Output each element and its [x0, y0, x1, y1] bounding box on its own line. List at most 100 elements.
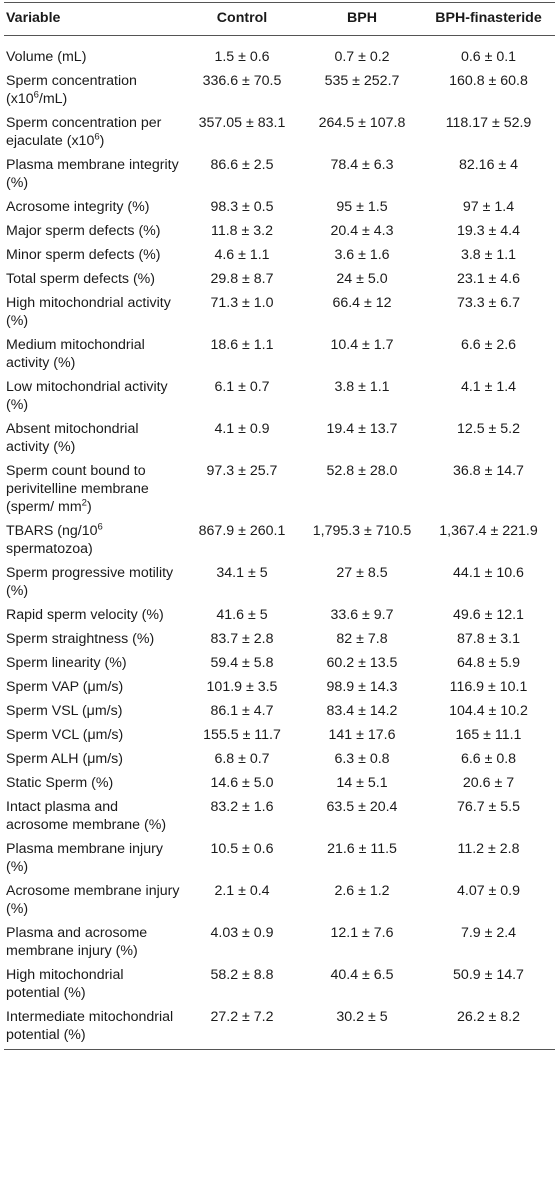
variable-text: Total sperm defects (%) — [6, 271, 156, 287]
bph-cell: 1,795.3 ± 710.5 — [312, 523, 412, 539]
bph-cell: 19.4 ± 13.7 — [326, 421, 398, 437]
bph-finasteride-cell: 76.7 ± 5.5 — [456, 799, 520, 815]
variable-cell: Sperm ALH (μm/s) — [4, 747, 182, 771]
variable-text: High mitochondrial activity (%) — [6, 295, 171, 329]
variable-text: High mitochondrial potential (%) — [6, 967, 124, 1001]
control-cell: 14.6 ± 5.0 — [210, 775, 274, 791]
bph-finasteride-cell: 4.07 ± 0.9 — [456, 883, 520, 899]
variable-cell: Acrosome membrane injury (%) — [4, 879, 182, 921]
bph-cell: 0.7 ± 0.2 — [334, 49, 390, 65]
bph-finasteride-cell: 116.9 ± 10.1 — [449, 679, 528, 695]
bph-cell: 14 ± 5.1 — [336, 775, 388, 791]
variable-text: Sperm concentration per ejaculate (x10 — [6, 115, 162, 149]
variable-text: Sperm count bound to perivitelline membr… — [6, 463, 149, 515]
bph-cell: 24 ± 5.0 — [336, 271, 388, 287]
variable-cell: Sperm concentration per ejaculate (x106) — [4, 111, 182, 153]
control-cell: 98.3 ± 0.5 — [210, 199, 274, 215]
bph-finasteride-cell: 7.9 ± 2.4 — [460, 925, 517, 941]
bph-cell: 78.4 ± 6.3 — [330, 157, 394, 173]
table-row: High mitochondrial activity (%) 71.3 ± 1.… — [4, 291, 555, 333]
bph-cell: 6.3 ± 0.8 — [334, 751, 390, 767]
table-row: Major sperm defects (%) 11.8 ± 3.2 20.4 ± … — [4, 219, 555, 243]
control-cell: 34.1 ± 5 — [216, 565, 268, 581]
table-row: Sperm progressive motility (%) 34.1 ± 5 27… — [4, 561, 555, 603]
bph-cell: 52.8 ± 28.0 — [326, 463, 398, 479]
variable-text: Static Sperm (%) — [6, 775, 114, 791]
bph-cell: 264.5 ± 107.8 — [318, 115, 406, 131]
variable-cell: Rapid sperm velocity (%) — [4, 603, 182, 627]
variable-cell: Sperm progressive motility (%) — [4, 561, 182, 603]
table-row: Sperm VSL (μm/s) 86.1 ± 4.7 83.4 ± 14.2 104… — [4, 699, 555, 723]
control-cell: 18.6 ± 1.1 — [210, 337, 274, 353]
table-row: Volume (mL) 1.5 ± 0.6 0.7 ± 0.2 0.6 ± 0.1 — [4, 36, 555, 70]
bph-cell: 40.4 ± 6.5 — [330, 967, 394, 983]
control-cell: 155.5 ± 11.7 — [203, 727, 281, 743]
bph-cell: 63.5 ± 20.4 — [326, 799, 398, 815]
variable-cell: Intact plasma and acrosome membrane (%) — [4, 795, 182, 837]
table-row: Medium mitochondrial activity (%) 18.6 ± … — [4, 333, 555, 375]
variable-text: Low mitochondrial activity (%) — [6, 379, 168, 413]
bph-cell: 20.4 ± 4.3 — [330, 223, 394, 239]
table-row: Intermediate mitochondrial potential (%)… — [4, 1005, 555, 1050]
bph-finasteride-cell: 20.6 ± 7 — [462, 775, 515, 791]
control-cell: 4.1 ± 0.9 — [214, 421, 270, 437]
control-cell: 29.8 ± 8.7 — [210, 271, 274, 287]
control-cell: 6.8 ± 0.7 — [214, 751, 270, 767]
table-row: Low mitochondrial activity (%) 6.1 ± 0.7 3… — [4, 375, 555, 417]
bph-cell: 83.4 ± 14.2 — [326, 703, 398, 719]
table-row: Acrosome integrity (%) 98.3 ± 0.5 95 ± 1.5… — [4, 195, 555, 219]
bph-finasteride-cell: 12.5 ± 5.2 — [456, 421, 520, 437]
table-row: Sperm ALH (μm/s) 6.8 ± 0.7 6.3 ± 0.8 6.6 ± … — [4, 747, 555, 771]
bph-cell: 33.6 ± 9.7 — [330, 607, 394, 623]
control-cell: 83.2 ± 1.6 — [210, 799, 274, 815]
table-row: Sperm VAP (μm/s) 101.9 ± 3.5 98.9 ± 14.3 11… — [4, 675, 555, 699]
variable-text: Intact plasma and acrosome membrane (%) — [6, 799, 167, 833]
variable-cell: Volume (mL) — [4, 36, 182, 70]
variable-cell: Absent mitochondrial activity (%) — [4, 417, 182, 459]
table-row: TBARS (ng/106 spermatozoa) 867.9 ± 260.1 1… — [4, 519, 555, 561]
table-row: Rapid sperm velocity (%) 41.6 ± 5 33.6 ± 9… — [4, 603, 555, 627]
table-row: High mitochondrial potential (%) 58.2 ± 8… — [4, 963, 555, 1005]
control-cell: 336.6 ± 70.5 — [202, 73, 282, 89]
control-cell: 11.8 ± 3.2 — [211, 223, 273, 239]
variable-text: Plasma and acrosome membrane injury (%) — [6, 925, 148, 959]
variable-text: Sperm VCL (μm/s) — [6, 727, 124, 743]
control-cell: 83.7 ± 2.8 — [210, 631, 274, 647]
variable-text: Sperm linearity (%) — [6, 655, 127, 671]
variable-cell: Plasma and acrosome membrane injury (%) — [4, 921, 182, 963]
table-row: Plasma membrane injury (%) 10.5 ± 0.6 21.6… — [4, 837, 555, 879]
variable-cell: Sperm VAP (μm/s) — [4, 675, 182, 699]
control-cell: 86.1 ± 4.7 — [210, 703, 274, 719]
table-row: Sperm count bound to perivitelline membr… — [4, 459, 555, 519]
bph-cell: 535 ± 252.7 — [324, 73, 400, 89]
table-row: Sperm straightness (%) 83.7 ± 2.8 82 ± 7.8… — [4, 627, 555, 651]
variable-cell: Static Sperm (%) — [4, 771, 182, 795]
variable-cell: High mitochondrial activity (%) — [4, 291, 182, 333]
variable-cell: Medium mitochondrial activity (%) — [4, 333, 182, 375]
bph-cell: 66.4 ± 12 — [332, 295, 392, 311]
control-cell: 58.2 ± 8.8 — [210, 967, 274, 983]
header-row: Variable Control BPH BPH-finasteride — [4, 2, 555, 36]
bph-finasteride-cell: 118.17 ± 52.9 — [445, 115, 532, 131]
variable-text: Acrosome integrity (%) — [6, 199, 150, 215]
results-table: Variable Control BPH BPH-finasteride Vol… — [4, 2, 555, 1050]
variable-cell: Sperm concentration (x106/mL) — [4, 69, 182, 111]
control-cell: 27.2 ± 7.2 — [182, 1005, 302, 1050]
control-cell: 867.9 ± 260.1 — [198, 523, 286, 539]
bph-finasteride-cell: 4.1 ± 1.4 — [460, 379, 517, 395]
control-cell: 357.05 ± 83.1 — [198, 115, 286, 131]
variable-text: ) — [99, 133, 105, 149]
variable-cell: Major sperm defects (%) — [4, 219, 182, 243]
control-cell: 1.5 ± 0.6 — [214, 49, 270, 65]
bph-finasteride-cell: 97 ± 1.4 — [462, 199, 515, 215]
bph-cell: 12.1 ± 7.6 — [330, 925, 394, 941]
bph-finasteride-cell: 44.1 ± 10.6 — [453, 565, 524, 581]
bph-cell: 98.9 ± 14.3 — [326, 679, 398, 695]
variable-cell: Sperm straightness (%) — [4, 627, 182, 651]
bph-cell: 141 ± 17.6 — [328, 727, 396, 743]
variable-cell: Sperm linearity (%) — [4, 651, 182, 675]
control-cell: 71.3 ± 1.0 — [210, 295, 274, 311]
table-row: Static Sperm (%) 14.6 ± 5.0 14 ± 5.1 20.6 ±… — [4, 771, 555, 795]
bph-finasteride-cell: 23.1 ± 4.6 — [456, 271, 520, 287]
variable-cell: TBARS (ng/106 spermatozoa) — [4, 519, 182, 561]
